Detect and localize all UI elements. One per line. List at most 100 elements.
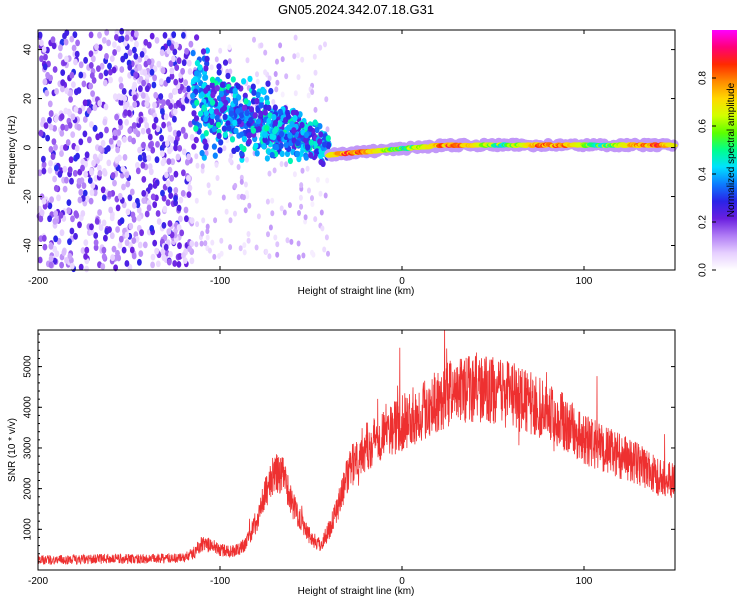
spectrogram-cell (154, 247, 160, 255)
spectrogram-cell (61, 249, 67, 256)
spectrogram-cell (303, 214, 308, 221)
spectrogram-cell (37, 31, 43, 39)
spectrogram-cell (181, 148, 187, 156)
spectrogram-cell (267, 170, 272, 177)
spectrogram-cell (221, 125, 227, 132)
spectrogram-cell (188, 40, 194, 48)
spectrogram-cell (108, 137, 114, 145)
spectrogram-cell (289, 238, 294, 245)
spectrogram-cell (48, 146, 54, 153)
spectrogram-cell (146, 41, 152, 49)
spectrogram-cell (172, 48, 178, 56)
spectrogram-cell (173, 187, 179, 194)
spectrogram-cell (68, 96, 73, 103)
spectrogram-cell (39, 39, 44, 47)
spectrogram-cell (102, 168, 107, 175)
spectrogram-cell (88, 197, 94, 205)
spectrogram-cell (137, 154, 143, 162)
spectrogram-cell (148, 183, 153, 191)
spectrogram-cell (60, 79, 66, 86)
spectrogram-cell (269, 151, 275, 159)
spectrogram-cell (48, 261, 54, 269)
spectrogram-cell (308, 152, 314, 159)
spectrogram-cell (115, 204, 121, 212)
spectrogram-cell (177, 242, 182, 250)
spectrogram-cell (167, 125, 173, 133)
spectrogram-cell (131, 252, 137, 260)
spectrogram-cell (228, 244, 233, 251)
spectrogram-cell (193, 115, 200, 122)
spectrogram-cell (149, 68, 155, 76)
spectrogram-cell (243, 98, 249, 105)
spectrogram-cell (122, 39, 128, 47)
spectrogram-cell (114, 28, 120, 36)
spectrogram-cell (119, 217, 125, 225)
spectrogram-cell (324, 96, 329, 103)
spectrogram-cell (275, 58, 279, 65)
spectrogram-cell (67, 166, 73, 174)
spectrogram-cell (246, 231, 251, 237)
spectrogram-cell (283, 141, 289, 149)
spectrogram-cell (181, 32, 186, 39)
spectrogram-cell (45, 134, 50, 142)
spectrogram-cell (115, 249, 120, 257)
spectrogram-cell (47, 215, 52, 223)
spectrogram-cell (59, 38, 65, 46)
spectrogram-cell (99, 62, 105, 70)
spectrogram-cell (41, 234, 47, 242)
spectrogram-cell (52, 175, 57, 183)
spectrogram-cell (244, 190, 249, 196)
snr-y-tick-label: 1000 (23, 518, 34, 541)
spectrogram-cell (143, 39, 149, 46)
spectrogram-cell (82, 116, 88, 123)
spectrogram-cell (275, 251, 280, 258)
spectrogram-cell (310, 201, 315, 208)
spectrogram-cell (161, 194, 167, 202)
spectrogram-cell (233, 97, 239, 105)
spectrogram-cell (241, 194, 246, 201)
spectrogram-cell (286, 124, 292, 132)
colorbar: 0.0 0.2 0.4 0.6 0.8 Normalized spectral ampl… (698, 30, 737, 277)
snr-x-tick-label: 100 (576, 576, 593, 587)
spectrogram-cell (137, 63, 143, 71)
spectrogram-cell (73, 232, 78, 240)
spectrogram-frame (37, 29, 676, 271)
spectrogram-cell (209, 82, 215, 89)
spectrogram-cell (98, 72, 104, 80)
spectrogram-cell (101, 194, 107, 202)
spectrogram-cell (57, 52, 63, 60)
spectrogram-cell (135, 167, 141, 175)
spectrogram-cell (146, 204, 152, 212)
spectrogram-cell (49, 196, 54, 204)
spectrogram-cell (137, 146, 143, 154)
colorbar-ticks: 0.0 0.2 0.4 0.6 0.8 (698, 71, 716, 277)
spectrogram-cell (177, 253, 183, 260)
spectrogram-cell (217, 147, 223, 154)
spectrogram-cell (173, 87, 179, 95)
spectrogram-cell (124, 231, 130, 239)
spectrogram-cell (58, 44, 63, 52)
spectrogram-cell (131, 237, 137, 245)
spectrogram-cell (186, 175, 191, 182)
spectrogram-cell (142, 155, 148, 163)
spectrogram-cell (265, 80, 271, 87)
spectrogram-cell (221, 194, 226, 201)
spectrogram-cell (238, 143, 244, 151)
spectrogram-cell (170, 158, 176, 166)
spectrogram-cell (303, 137, 309, 144)
spectrogram-cell (144, 122, 150, 129)
spectrogram-cell (212, 152, 218, 159)
spectrogram-cell (172, 260, 178, 267)
spectrogram-cell (173, 139, 179, 147)
spectrogram-cell (243, 181, 248, 188)
spectrogram-cell (127, 127, 133, 134)
spectrogram-cell (73, 58, 78, 66)
spectrogram-cell (129, 246, 135, 254)
spectrogram-cell (117, 241, 123, 249)
spectrogram-x-tick-label: 0 (399, 276, 405, 287)
spectrogram-cell (189, 257, 195, 265)
spectrogram-cell (150, 261, 156, 269)
spectrogram-cell (255, 91, 261, 99)
spectrogram-cell (39, 55, 44, 63)
spectrogram-cell (214, 161, 219, 168)
